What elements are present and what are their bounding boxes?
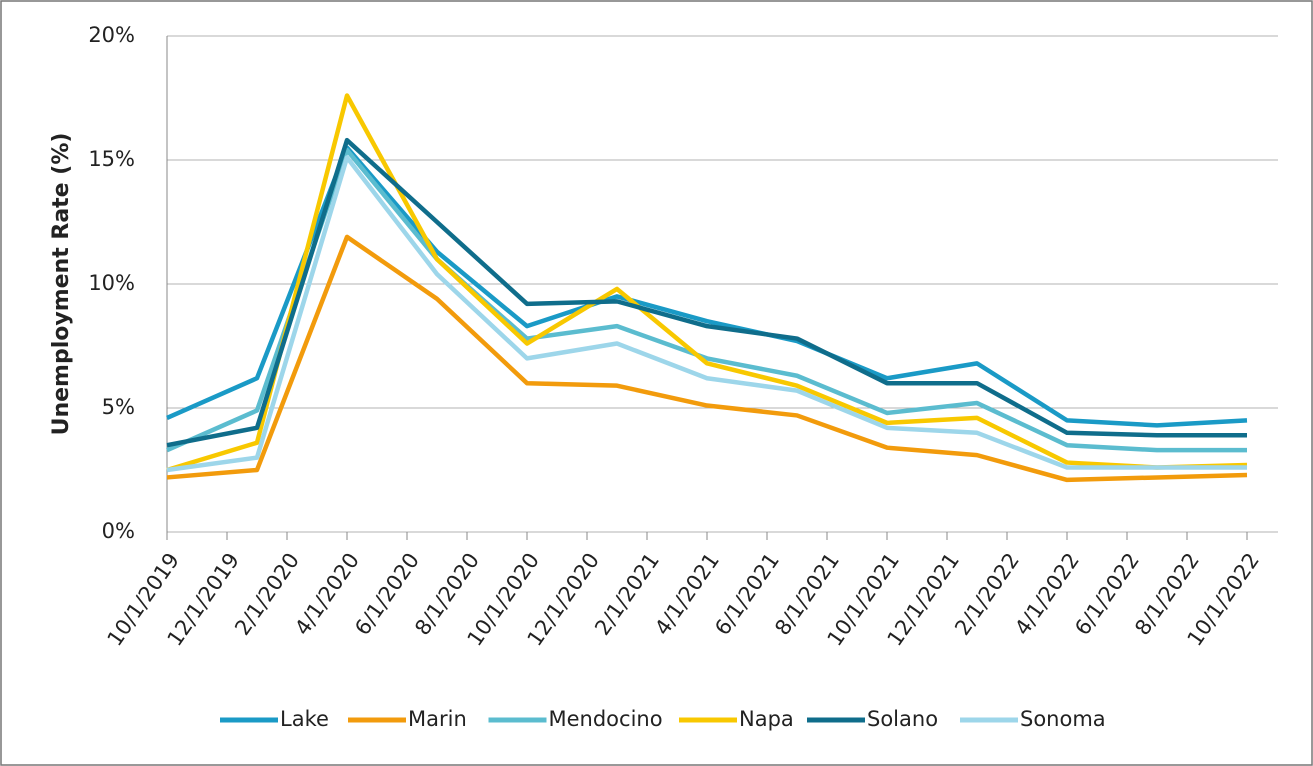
legend-label: Solano <box>867 707 938 731</box>
y-tick-label: 15% <box>88 147 135 171</box>
y-tick-label: 5% <box>102 395 135 419</box>
y-axis-label: Unemployment Rate (%) <box>49 133 74 436</box>
series-line <box>166 147 1247 453</box>
y-tick-label: 10% <box>88 271 135 295</box>
y-tick-label: 20% <box>88 23 135 47</box>
legend-label: Mendocino <box>549 707 663 731</box>
legend-label: Marin <box>408 707 467 731</box>
legend-label: Sonoma <box>1020 707 1106 731</box>
y-tick-label: 0% <box>102 519 135 543</box>
series-line <box>166 137 1247 448</box>
series-line <box>166 155 1247 473</box>
legend-label: Napa <box>739 707 794 731</box>
legend-label: Lake <box>280 707 329 731</box>
series-line <box>166 93 1248 473</box>
series-line <box>166 234 1248 483</box>
